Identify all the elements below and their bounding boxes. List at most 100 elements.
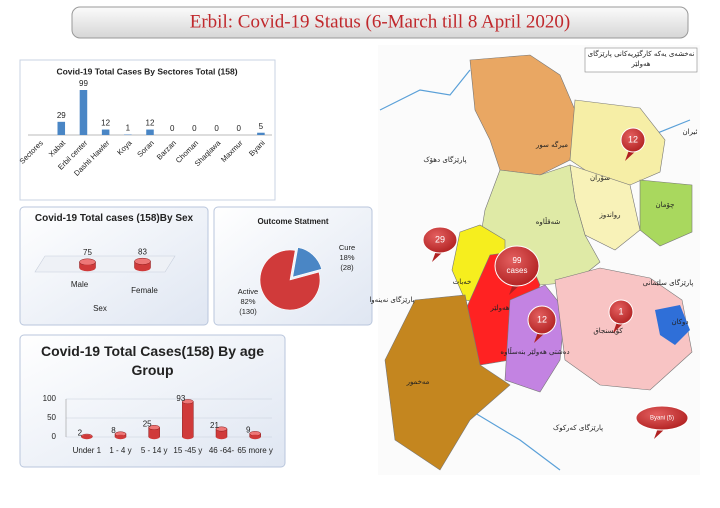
x-tick-label: 5 - 14 y	[140, 446, 168, 455]
value-label: 83	[138, 247, 147, 256]
bubble-pointer	[654, 428, 666, 439]
header-title: Erbil: Covid-19 Status (6-March till 8 A…	[190, 11, 571, 32]
count-label: (28)	[340, 263, 354, 272]
value-label: 18%	[339, 253, 354, 262]
y-tick-label: 50	[47, 413, 56, 422]
y-tick-label: 0	[52, 432, 57, 441]
bar	[182, 401, 194, 438]
bar	[79, 90, 88, 135]
bar	[257, 132, 265, 135]
bubble	[608, 299, 634, 325]
chart-title: Outcome Statment	[257, 217, 328, 226]
bubble-label: 29	[435, 234, 445, 244]
bubble	[527, 305, 557, 335]
bubble-label: 12	[537, 314, 547, 324]
floor	[34, 255, 176, 273]
x-tick-label: Male	[71, 280, 89, 289]
bar-cap	[134, 257, 151, 265]
chart-title: Covid-19 Total Cases By Sectores Total (…	[56, 66, 237, 76]
x-tick-label: 46 -64-	[208, 446, 235, 455]
value-label: 0	[192, 124, 197, 133]
bar	[146, 129, 154, 135]
x-tick-label: Under 1	[72, 446, 102, 455]
value-label: 25	[143, 420, 152, 429]
value-label: 9	[246, 426, 251, 435]
value-label: 82%	[240, 297, 255, 306]
map-label: دوکان	[671, 318, 688, 326]
map-label: کۆیسنجاق	[593, 327, 623, 335]
map-label: پارێزگای نەینەوا	[369, 295, 414, 304]
count-label: (130)	[239, 307, 257, 316]
value-label: 12	[101, 119, 110, 128]
panel	[213, 206, 373, 326]
value-label: 99	[79, 79, 88, 88]
bar-base	[249, 434, 261, 440]
bar-base	[148, 434, 160, 440]
pie-label: Cure	[339, 243, 355, 252]
river	[379, 69, 471, 111]
map-label: سۆران	[590, 174, 610, 182]
bubble-pointer	[432, 251, 444, 262]
value-label: 0	[170, 124, 175, 133]
value-label: 75	[83, 248, 92, 257]
map-label: پارێزگای کەرکوک	[553, 423, 603, 432]
map-label: هەولێر	[490, 304, 510, 312]
value-label: 2	[78, 428, 83, 437]
map-label: خەبات	[453, 278, 472, 286]
lake	[655, 305, 690, 345]
bar-cap	[182, 399, 194, 405]
value-label: 0	[237, 124, 242, 133]
pie-slice	[259, 249, 321, 311]
bar-base	[182, 434, 194, 440]
map-label: شەقڵاوە	[536, 217, 561, 226]
value-label: 93	[176, 394, 185, 403]
district	[384, 294, 511, 471]
map-legend: نەخشەی یەکە کارگێڕیەکانی پارێزگای هەولێر	[587, 50, 695, 68]
map: پارێزگای دهۆک میرگە سور سۆران ئیران چۆمان روا…	[369, 45, 700, 475]
bubble-label: 1	[618, 306, 623, 316]
x-tick-label: Female	[131, 286, 158, 295]
bar-cap	[79, 258, 96, 266]
pie-label: Active	[238, 287, 258, 296]
chart-title: Covid-19 Total Cases(158) By age Group	[40, 343, 265, 378]
bubble	[494, 245, 540, 287]
bar-base	[115, 434, 126, 440]
bubble-pointer	[534, 332, 546, 343]
bubble-label: 12	[628, 134, 638, 144]
bubble-pointer	[625, 150, 637, 161]
pie-slice	[292, 247, 323, 278]
x-tick-label: 65 more y	[237, 446, 273, 455]
value-label: 29	[57, 111, 66, 120]
bar-base	[79, 264, 96, 272]
value-label: 8	[111, 426, 116, 435]
bar-base	[216, 434, 227, 440]
bubble-label: cases	[507, 266, 528, 275]
map-label: میرگە سور	[535, 140, 568, 149]
bar	[57, 121, 66, 135]
x-tick-label: 1 - 4 y	[109, 446, 132, 455]
bar	[101, 129, 110, 135]
map-label: پارێزگای دهۆک	[423, 155, 466, 164]
y-tick-label: 100	[43, 394, 57, 403]
district	[569, 99, 666, 186]
bubble	[422, 226, 458, 254]
bubble-pointer	[613, 322, 625, 333]
x-tick-label: 15 -45 y	[173, 446, 203, 455]
chart-title: Covid-19 Total cases (158)By Sex	[34, 213, 194, 224]
district	[639, 179, 693, 247]
header-bar	[71, 6, 689, 39]
bubble-label: Byani (5)	[650, 416, 674, 422]
map-label: چۆمان	[656, 201, 675, 209]
bubble-pointer	[509, 284, 521, 295]
bubble-label: 99	[513, 256, 522, 265]
bar-base	[81, 434, 93, 440]
value-label: 1	[126, 124, 131, 133]
bubble	[635, 405, 689, 431]
bar-cap	[148, 425, 160, 430]
map-label: رواندوز	[598, 211, 620, 219]
x-axis-title: Sex	[93, 304, 107, 313]
bubble	[620, 127, 646, 153]
bar-cap	[215, 426, 228, 432]
